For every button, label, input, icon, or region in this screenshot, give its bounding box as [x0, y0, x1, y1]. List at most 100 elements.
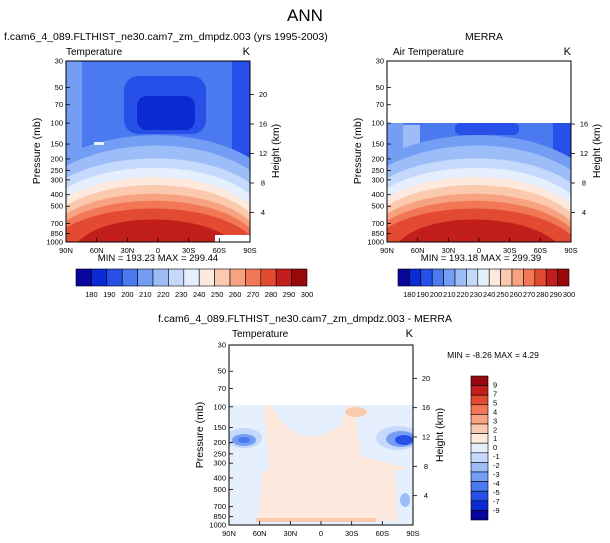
x-tick-label: 30S	[503, 246, 516, 255]
colorbar-label: 290	[283, 290, 296, 299]
y-tick-label: 200	[213, 438, 226, 447]
y-tick-label: 500	[213, 485, 226, 494]
height-tick-label: 4	[424, 491, 428, 500]
height-tick-label: 12	[580, 149, 588, 158]
panel-obs-hticks: 16 12 8 4	[571, 120, 588, 217]
x-tick-label: 90S	[406, 529, 419, 538]
panel-model-title: f.cam6_4_089.FLTHIST_ne30.cam7_zm_dmpdz.…	[4, 31, 328, 43]
colorbar-box	[454, 268, 467, 287]
colorbar-box	[214, 268, 231, 287]
y-tick-label: 250	[213, 449, 226, 458]
x-tick-label: 90N	[59, 246, 73, 255]
figure-title: ANN	[287, 6, 323, 25]
x-tick-label: 30N	[120, 246, 134, 255]
colorbar-box	[488, 268, 501, 287]
colorbar-label: 7	[493, 389, 497, 398]
x-tick-label: 90S	[564, 246, 577, 255]
panel-obs-units: K	[564, 46, 572, 58]
x-tick-label: 90N	[222, 529, 236, 538]
colorbar-label: -4	[493, 479, 500, 488]
colorbar-label: 240	[483, 290, 496, 299]
colorbar-box	[75, 268, 92, 287]
x-tick-label: 30S	[182, 246, 195, 255]
x-tick-label: 90S	[243, 246, 256, 255]
x-tick-label: 0	[319, 529, 323, 538]
colorbar-label: -5	[493, 488, 500, 497]
height-tick-label: 8	[261, 179, 265, 188]
y-tick-label: 400	[371, 190, 384, 199]
panel-model-xticks: 90N 60N 30N 0 30S 60S 90S	[59, 238, 257, 255]
y-tick-label: 50	[376, 83, 384, 92]
height-tick-label: 12	[422, 433, 430, 442]
colorbar-box	[275, 268, 292, 287]
y-tick-label: 300	[371, 175, 384, 184]
panel-model-ylabel-right: Height (km)	[270, 124, 282, 178]
colorbar-label: 270	[523, 290, 536, 299]
y-tick-label: 100	[50, 119, 63, 128]
x-tick-label: 60S	[376, 529, 389, 538]
colorbar-box	[431, 268, 444, 287]
colorbar-box	[511, 268, 524, 287]
height-tick-label: 20	[422, 374, 430, 383]
y-tick-label: 400	[213, 473, 226, 482]
y-tick-label: 200	[371, 154, 384, 163]
y-tick-label: 1000	[46, 238, 63, 247]
colorbar-label: 4	[493, 407, 497, 416]
panel-difference-stats: MIN = -8.26 MAX = 4.29	[447, 350, 539, 360]
colorbar-box	[229, 268, 246, 287]
y-tick-label: 1000	[367, 238, 384, 247]
colorbar-label: 0	[493, 443, 497, 452]
y-tick-label: 500	[371, 202, 384, 211]
x-tick-label: 90N	[380, 246, 394, 255]
colorbar-box	[470, 442, 489, 454]
y-tick-label: 200	[50, 154, 63, 163]
panel-obs-title: MERRA	[465, 31, 503, 43]
panel-difference-ylabel-right: Height (km)	[434, 408, 446, 462]
panel-obs-ylabel-right: Height (km)	[591, 124, 603, 178]
panel-model-hticks: 20 16 12 8 4	[250, 90, 267, 217]
y-tick-label: 700	[50, 219, 63, 228]
height-tick-label: 16	[422, 403, 430, 412]
colorbar-label: 250	[211, 290, 224, 299]
colorbar-label: 230	[470, 290, 483, 299]
colorbar-box	[466, 268, 479, 287]
y-tick-label: 70	[376, 100, 384, 109]
panel-obs: MERRA Air Temperature K 30 50 70 100 150 200 2…	[352, 31, 603, 264]
colorbar-box	[397, 268, 410, 287]
x-tick-label: 30N	[441, 246, 455, 255]
colorbar-box	[470, 423, 489, 434]
colorbar-box	[152, 268, 169, 287]
colorbar-label: 300	[563, 290, 576, 299]
colorbar-box	[470, 404, 489, 415]
y-tick-label: 700	[371, 219, 384, 228]
height-tick-label: 20	[259, 90, 267, 99]
panel-difference-ylabel: Pressure (mb)	[194, 402, 206, 469]
colorbar-label: 280	[536, 290, 549, 299]
panel-difference-units: K	[406, 328, 414, 340]
y-tick-label: 850	[50, 229, 63, 238]
colorbar-label: 180	[403, 290, 416, 299]
y-tick-label: 100	[371, 119, 384, 128]
y-tick-label: 50	[218, 367, 226, 376]
colorbar-box	[470, 490, 489, 502]
height-tick-label: 16	[259, 120, 267, 129]
height-tick-label: 16	[580, 120, 588, 129]
colorbar-box	[106, 268, 123, 287]
colorbar-label: 190	[103, 290, 116, 299]
y-tick-label: 300	[213, 459, 226, 468]
y-tick-label: 250	[371, 166, 384, 175]
y-tick-label: 250	[50, 166, 63, 175]
colorbar-box	[534, 268, 547, 287]
height-tick-label: 4	[261, 208, 265, 217]
colorbar-box	[477, 268, 490, 287]
colorbar-label: 200	[430, 290, 443, 299]
panel-model-stats: MIN = 193.23 MAX = 299.44	[98, 253, 218, 264]
colorbar-box	[168, 268, 185, 287]
panel-obs-xticks: 90N 60N 30N 0 30S 60S 90S	[380, 238, 578, 255]
y-tick-label: 50	[55, 83, 63, 92]
y-tick-label: 150	[213, 423, 226, 432]
x-tick-label: 30S	[345, 529, 358, 538]
colorbar-label: 230	[175, 290, 188, 299]
